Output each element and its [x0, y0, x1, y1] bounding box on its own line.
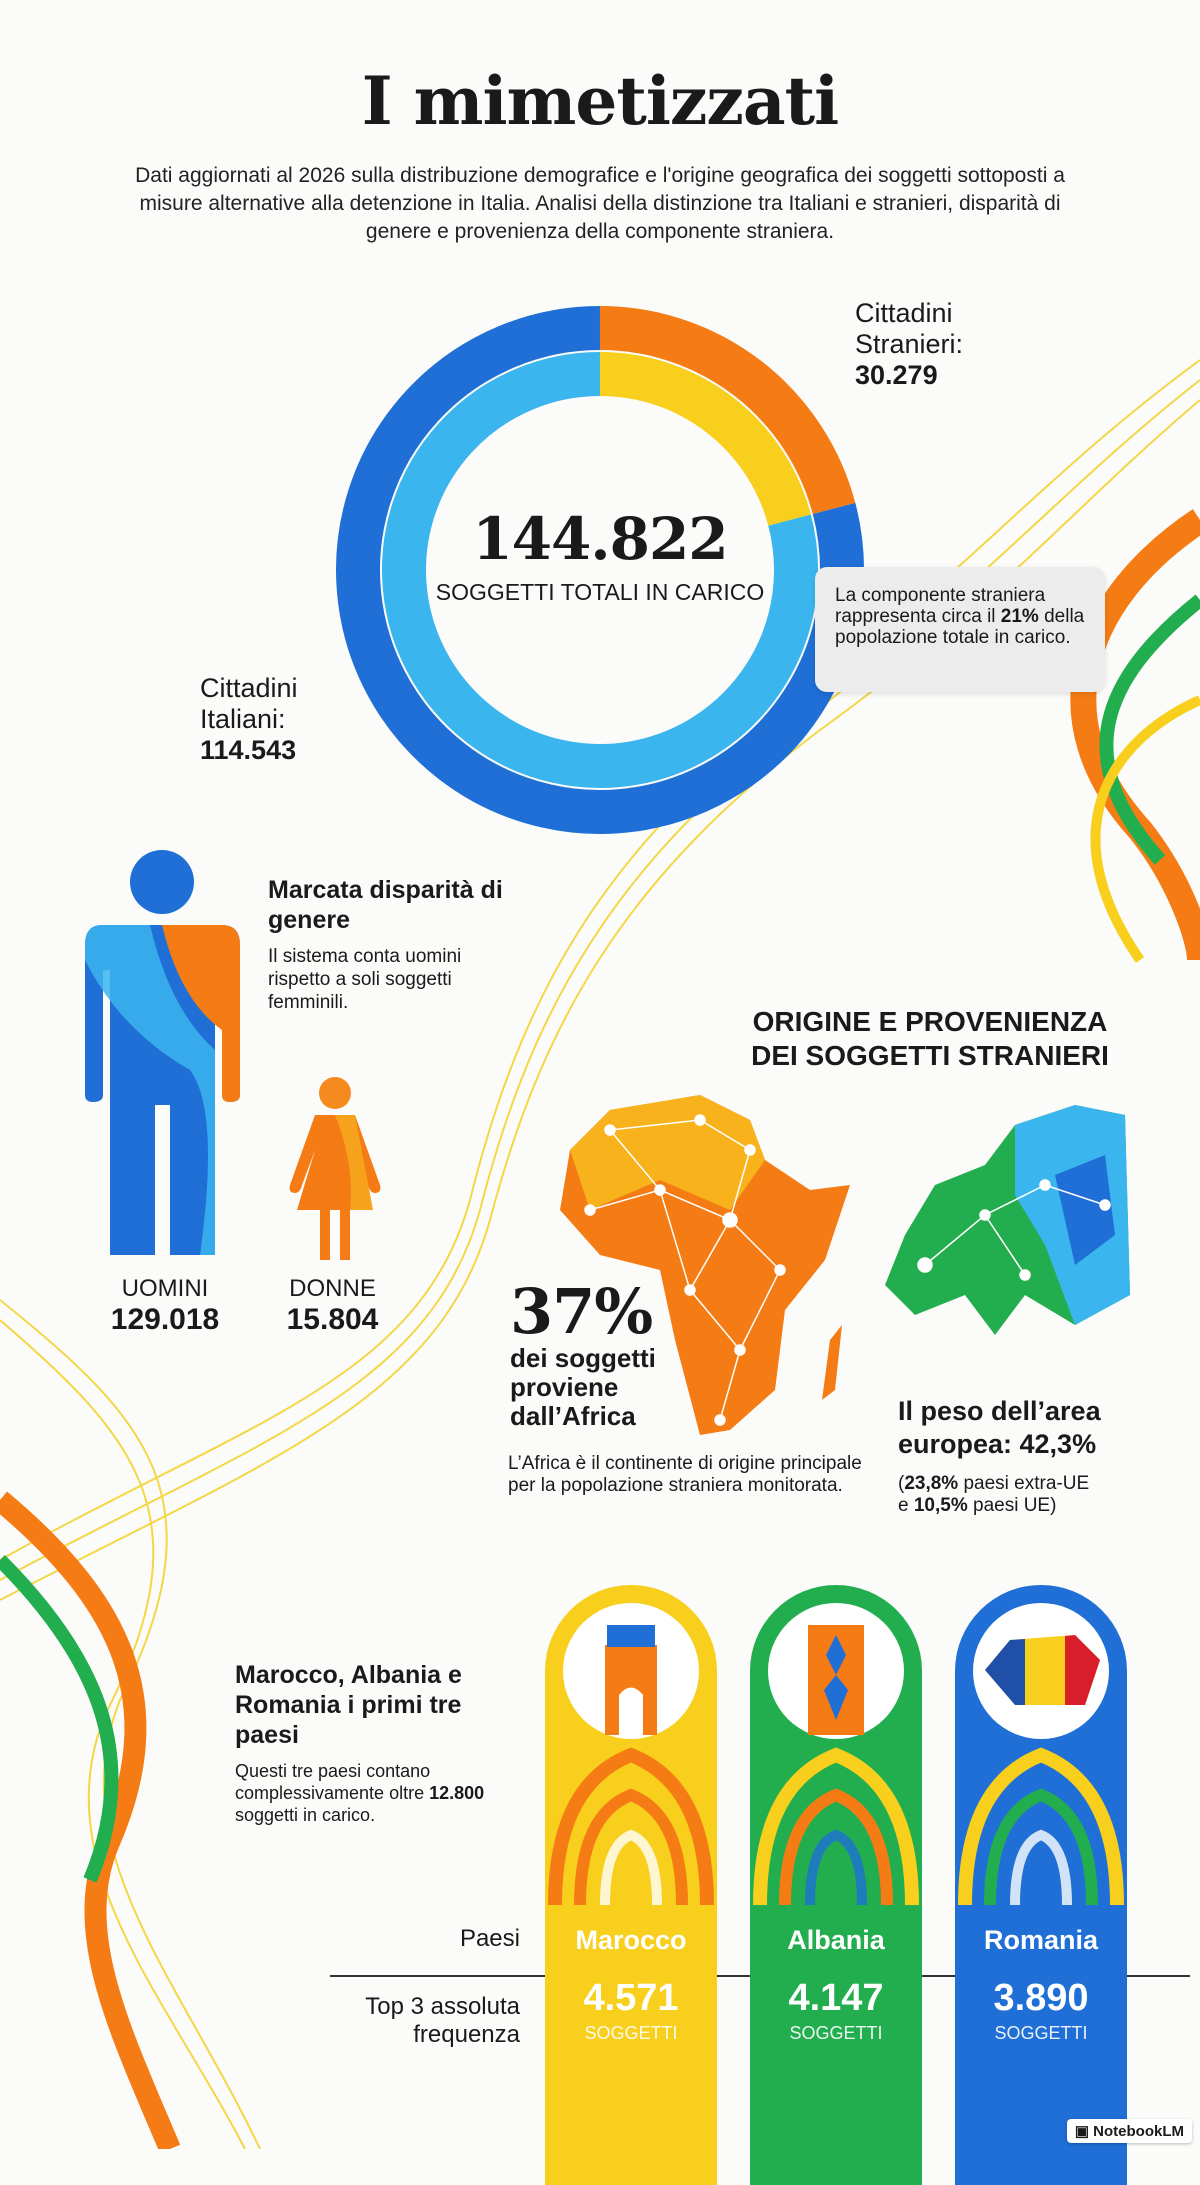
- callout-text: La componente straniera rappresenta circ…: [835, 585, 1046, 627]
- africa-map: [560, 1095, 850, 1435]
- italiani-label: Cittadini Italiani: 114.543: [200, 673, 350, 766]
- callout-pct: 21%: [1000, 606, 1039, 627]
- country-card-marocco: Marocco 4.571 SOGGETTI: [545, 1585, 717, 2185]
- women-label: DONNE: [289, 1275, 376, 1302]
- africa-pct: 37%: [510, 1275, 653, 1348]
- italiani-label-text: Cittadini Italiani:: [200, 673, 298, 734]
- men-value: 129.018: [110, 1303, 220, 1336]
- country-value: 3.890: [993, 1977, 1089, 2019]
- country-value: 4.147: [788, 1977, 884, 2019]
- country-illustration: [753, 1603, 919, 1905]
- africa-title: dei soggetti proviene dall’Africa: [510, 1343, 656, 1431]
- donut-slice-outer-stranieri: [599, 306, 856, 515]
- donut-slice-inner-italiani: [382, 352, 818, 788]
- callout-text-end: della popolazione totale in carico.: [835, 606, 1085, 648]
- europe-map: [885, 1105, 1130, 1335]
- europe-desc: (23,8% paesi extra-UE e 10,5% paesi UE): [898, 1473, 1090, 1516]
- gender-text: Marcata disparità di genere Il sistema c…: [268, 875, 528, 1014]
- europe-stat: Il peso dell’area europea: 42,3% (23,8% …: [898, 1395, 1138, 1517]
- country-card-albania: Albania 4.147 SOGGETTI: [750, 1585, 922, 2185]
- foreign-share-callout: La componente straniera rappresenta circ…: [815, 567, 1105, 692]
- watermark-text: NotebookLM: [1093, 2123, 1184, 2140]
- countries-text: Marocco, Albania e Romania i primi tre p…: [235, 1660, 495, 1826]
- ue-label: paesi UE): [967, 1495, 1057, 1516]
- country-illustration: [958, 1603, 1124, 1905]
- donut-slice-outer-italiani: [336, 306, 864, 834]
- woman-icon: [289, 1077, 381, 1260]
- gender-desc: Il sistema conta uomini rispetto a soli …: [268, 946, 462, 1013]
- total-value: 144.822: [472, 505, 728, 573]
- stranieri-label: Cittadini Stranieri: 30.279: [855, 298, 1055, 391]
- country-name: Marocco: [575, 1925, 687, 1955]
- man-icon: [85, 850, 240, 1255]
- origin-heading-2: DEI SOGGETTI STRANIERI: [751, 1040, 1109, 1071]
- country-name: Albania: [787, 1925, 885, 1955]
- country-unit: SOGGETTI: [584, 2023, 678, 2043]
- europe-title: Il peso dell’area europea: 42,3%: [898, 1396, 1101, 1459]
- italiani-value: 114.543: [200, 735, 297, 765]
- ue-pct: 10,5%: [913, 1495, 968, 1516]
- countries-desc: Questi tre paesi contano complessivament…: [235, 1761, 431, 1803]
- gender-title: Marcata disparità di genere: [268, 876, 503, 934]
- donut-chart: [336, 306, 864, 834]
- notebooklm-watermark: ▣ NotebookLM: [1066, 2119, 1192, 2143]
- africa-desc: L’Africa è il continente di origine prin…: [508, 1453, 862, 1496]
- origin-heading: ORIGINE E PROVENIENZA DEI SOGGETTI STRAN…: [720, 1005, 1140, 1073]
- men-stat: UOMINI 129.018: [100, 1275, 230, 1337]
- row-label-paesi: Paesi: [459, 1925, 520, 1952]
- men-label: UOMINI: [121, 1275, 209, 1302]
- country-unit: SOGGETTI: [994, 2023, 1088, 2043]
- row-label-frequency: Top 3 assoluta frequenza: [365, 1993, 520, 2048]
- origin-heading-1: ORIGINE E PROVENIENZA: [752, 1006, 1108, 1037]
- extra-ue-pct: 23,8%: [904, 1473, 959, 1494]
- countries-desc-end: soggetti in carico.: [235, 1805, 376, 1825]
- countries-total: 12.800: [429, 1783, 485, 1803]
- country-unit: SOGGETTI: [789, 2023, 883, 2043]
- africa-stat: 37% dei soggetti proviene dall’Africa: [510, 1280, 710, 1431]
- country-card-romania: Romania 3.890 SOGGETTI: [955, 1585, 1127, 2185]
- donut-slice-inner-stranieri: [599, 352, 811, 527]
- total-label: SOGGETTI TOTALI IN CARICO: [435, 579, 765, 605]
- country-value: 4.571: [583, 1977, 679, 2019]
- paren: (: [898, 1473, 905, 1494]
- countries-title: Marocco, Albania e Romania i primi tre p…: [235, 1661, 462, 1749]
- country-name: Romania: [983, 1925, 1099, 1955]
- women-value: 15.804: [286, 1303, 379, 1336]
- country-illustration: [548, 1603, 714, 1905]
- donut-center: 144.822 SOGGETTI TOTALI IN CARICO: [430, 505, 770, 606]
- stranieri-label-text: Cittadini Stranieri:: [855, 298, 964, 359]
- stranieri-value: 30.279: [855, 360, 938, 390]
- page-subtitle: Dati aggiornati al 2026 sulla distribuzi…: [135, 164, 1065, 243]
- women-stat: DONNE 15.804: [270, 1275, 395, 1337]
- page-title: I mimetizzati: [361, 62, 839, 140]
- extra-ue-label: paesi extra-UE: [958, 1473, 1090, 1494]
